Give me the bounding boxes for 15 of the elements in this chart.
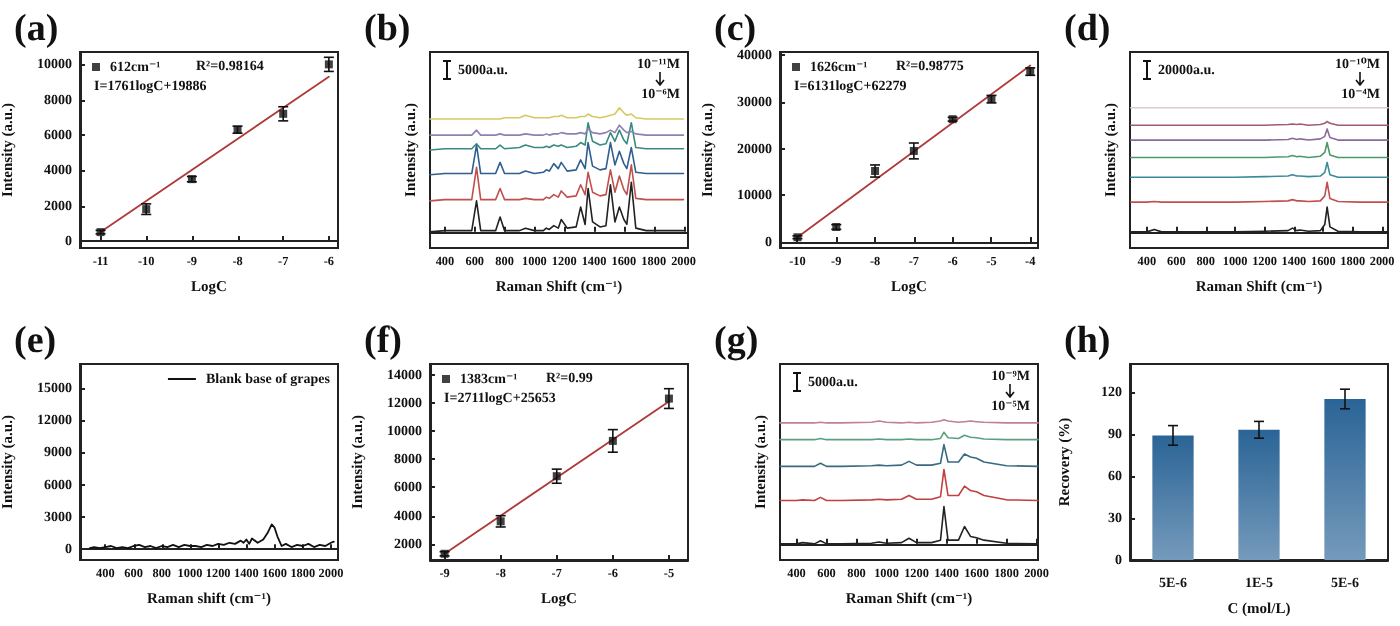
chart-title: (a) — [14, 8, 59, 50]
bar — [1152, 435, 1194, 560]
chart-title: (c) — [714, 8, 757, 50]
chart-title: (h) — [1064, 320, 1111, 362]
point — [608, 436, 617, 445]
point — [664, 394, 673, 403]
chart-title: (g) — [714, 320, 759, 362]
chart-title: (d) — [1064, 8, 1111, 50]
line-series — [88, 523, 335, 550]
point — [909, 146, 918, 155]
chart-title: (b) — [364, 8, 411, 50]
bar — [1324, 399, 1366, 560]
bar — [1238, 429, 1280, 560]
chart-title: (e) — [14, 320, 57, 362]
chart-title: (f) — [364, 320, 402, 362]
